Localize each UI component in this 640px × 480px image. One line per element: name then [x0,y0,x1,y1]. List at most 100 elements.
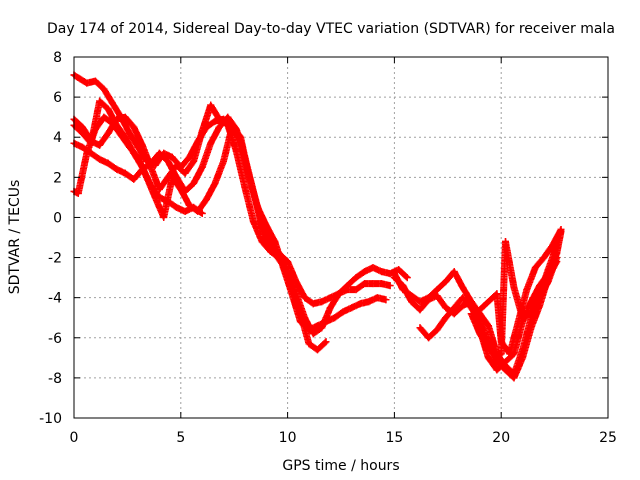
data-point [305,326,313,334]
data-point [284,258,292,266]
data-point [202,195,210,203]
x-tick-label: 20 [492,430,510,446]
data-point [480,302,488,310]
series-markers [70,113,390,334]
data-point [138,163,146,171]
data-point [339,308,347,316]
data-point [155,185,163,193]
data-point [416,306,424,314]
data-point [113,165,121,173]
data-point [215,115,223,123]
data-point [442,278,450,286]
data-point [408,298,415,306]
data-point [177,185,185,193]
data-point [416,324,424,332]
data-point [502,238,509,245]
data-point [361,280,368,288]
data-point [322,318,330,326]
data-point [207,101,215,109]
data-point [331,314,339,322]
series-track-i [467,238,561,362]
data-point [493,290,501,298]
data-point [271,238,279,245]
data-point [164,197,172,205]
data-point [433,292,441,300]
series-track-j [472,226,565,358]
data-point [147,181,155,189]
data-point [352,274,360,282]
data-point [224,113,232,121]
data-point [138,141,146,149]
data-point [198,163,206,171]
y-tick-label: -6 [48,331,62,347]
data-point [519,354,527,362]
data-point [459,284,467,292]
data-point [378,280,386,288]
y-axis-label: SDTVAR / TECUs [7,180,23,295]
data-point [211,179,219,187]
data-point [288,290,296,298]
data-point [155,193,163,201]
data-point [83,149,91,157]
data-point [484,354,492,362]
data-point [164,157,172,165]
data-point [113,121,121,129]
plot-frame [73,56,609,419]
y-tick-label: 4 [53,130,62,146]
data-point [510,284,518,292]
data-point [403,274,411,282]
data-point [100,85,108,93]
data-point [442,304,450,312]
data-point [108,99,116,107]
data-point [279,264,287,272]
data-point [352,286,360,294]
data-point [450,304,458,312]
data-point [484,322,492,330]
data-point [390,274,398,282]
data-point [493,354,501,362]
data-point [147,159,155,167]
data-point [198,127,206,135]
data-point [262,222,270,229]
data-point [378,268,386,276]
data-point [160,213,168,221]
data-point [326,304,334,312]
data-point [96,155,104,163]
marker-layer [70,71,565,382]
data-point [121,113,129,121]
data-point [296,318,304,326]
data-point [326,294,334,302]
data-point [433,286,441,294]
data-point [292,278,300,286]
data-point [497,338,505,346]
data-point [83,79,91,87]
data-point [79,143,86,151]
data-point [79,129,86,137]
data-point [489,294,497,302]
data-point [343,286,351,294]
data-point [104,159,112,167]
data-point [399,282,407,290]
data-point [369,280,377,288]
data-point [155,149,163,157]
data-point [540,254,548,262]
data-point [237,137,245,145]
data-point [96,141,104,149]
x-tick-label: 25 [599,430,617,446]
data-point [472,310,480,318]
data-point [211,117,219,125]
data-point [267,248,274,255]
data-point [305,340,313,348]
data-point [198,209,206,217]
data-point [104,105,112,113]
data-point [228,123,236,131]
data-point [190,157,198,165]
data-point [425,296,433,304]
data-point [506,350,514,358]
data-point [258,238,266,245]
x-tick-labels: 0 5 10 15 20 25 [70,430,617,446]
y-tick-label: 8 [53,50,62,66]
data-point [373,294,381,302]
data-point [395,266,403,274]
